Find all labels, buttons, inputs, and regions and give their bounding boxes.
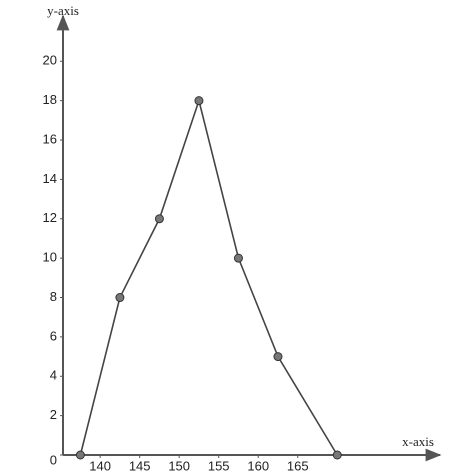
data-point: [273, 352, 283, 362]
y-tick-label: 18: [43, 92, 57, 107]
y-tick-label: 16: [43, 131, 57, 146]
x-tick-label: 145: [129, 458, 151, 473]
y-tick-label: 20: [43, 53, 57, 68]
data-point: [154, 214, 164, 224]
x-tick-label: 160: [247, 458, 269, 473]
data-line: [79, 97, 338, 456]
data-point: [194, 96, 204, 106]
y-tick-label: 10: [43, 250, 57, 265]
x-tick-label: 150: [168, 458, 190, 473]
y-tick-label: 2: [50, 407, 57, 422]
y-tick-label: 12: [43, 210, 57, 225]
data-point: [75, 450, 85, 460]
data-point: [115, 293, 125, 303]
y-tick-label: 8: [50, 289, 57, 304]
y-tick-label: 0: [50, 452, 57, 467]
y-tick-label: 14: [43, 171, 57, 186]
x-tick-label: 140: [89, 458, 111, 473]
data-point: [332, 450, 342, 460]
y-tick-label: 4: [50, 368, 57, 383]
y-axis-title: y-axis: [47, 3, 79, 18]
x-tick-label: 165: [287, 458, 309, 473]
data-point: [233, 253, 243, 263]
x-tick-label: 155: [208, 458, 230, 473]
y-tick-label: 6: [50, 328, 57, 343]
x-axis-title: x-axis: [402, 434, 434, 449]
